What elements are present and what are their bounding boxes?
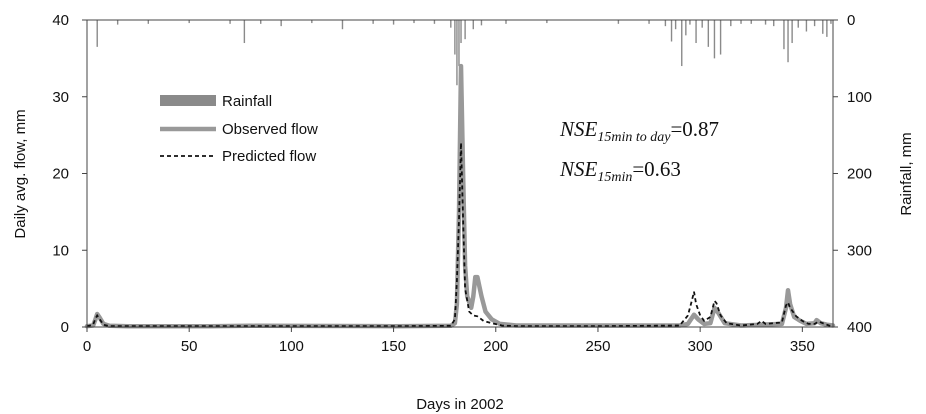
- legend-rainfall-label: Rainfall: [222, 93, 272, 110]
- nse-15min-subscript: 15min: [597, 170, 632, 185]
- legend-rainfall-swatch: [160, 95, 216, 106]
- nse-daily-value: =0.87: [670, 117, 719, 141]
- nse-daily-annotation: NSE15min to day=0.87: [559, 117, 719, 145]
- x-tick-label: 350: [790, 338, 815, 355]
- right-y-tick-label: 400: [847, 319, 872, 336]
- x-tick-label: 50: [181, 338, 198, 355]
- right-y-tick-label: 100: [847, 89, 872, 106]
- x-tick-label: 0: [83, 338, 91, 355]
- right-y-tick-labels: 0 100 200 300 400: [833, 12, 872, 336]
- left-y-tick-label: 10: [52, 242, 69, 259]
- nse-15min-base: NSE: [559, 157, 598, 181]
- left-y-tick-label: 40: [52, 12, 69, 29]
- rainfall-bars: [96, 20, 832, 86]
- x-tick-label: 100: [279, 338, 304, 355]
- left-y-tick-labels: 0 10 20 30 40: [52, 12, 87, 336]
- legend-predicted-label: Predicted flow: [222, 148, 316, 165]
- legend: Rainfall Observed flow Predicted flow: [160, 93, 318, 165]
- x-tick-label: 250: [585, 338, 610, 355]
- right-y-axis-title: Rainfall, mm: [898, 132, 915, 215]
- nse-annotations: NSE15min to day=0.87 NSE15min=0.63: [559, 117, 719, 185]
- right-y-tick-label: 200: [847, 166, 872, 183]
- left-y-tick-label: 0: [61, 319, 69, 336]
- x-tick-label: 200: [483, 338, 508, 355]
- left-y-axis-title: Daily avg. flow, mm: [12, 109, 29, 238]
- legend-observed-label: Observed flow: [222, 121, 318, 138]
- nse-daily-subscript: 15min to day: [597, 130, 671, 145]
- left-y-tick-label: 20: [52, 166, 69, 183]
- x-axis-title: Days in 2002: [416, 396, 504, 413]
- right-y-tick-label: 0: [847, 12, 855, 29]
- right-y-tick-label: 300: [847, 242, 872, 259]
- predicted-flow-line: [86, 142, 834, 328]
- nse-daily-base: NSE: [559, 117, 598, 141]
- left-y-tick-label: 30: [52, 89, 69, 106]
- nse-15min-value: =0.63: [632, 157, 681, 181]
- x-tick-labels: 0 50 100 150 200 250 300 350: [83, 327, 815, 355]
- x-tick-label: 150: [381, 338, 406, 355]
- x-tick-label: 300: [688, 338, 713, 355]
- nse-15min-annotation: NSE15min=0.63: [559, 157, 681, 185]
- plot-area: [84, 20, 836, 329]
